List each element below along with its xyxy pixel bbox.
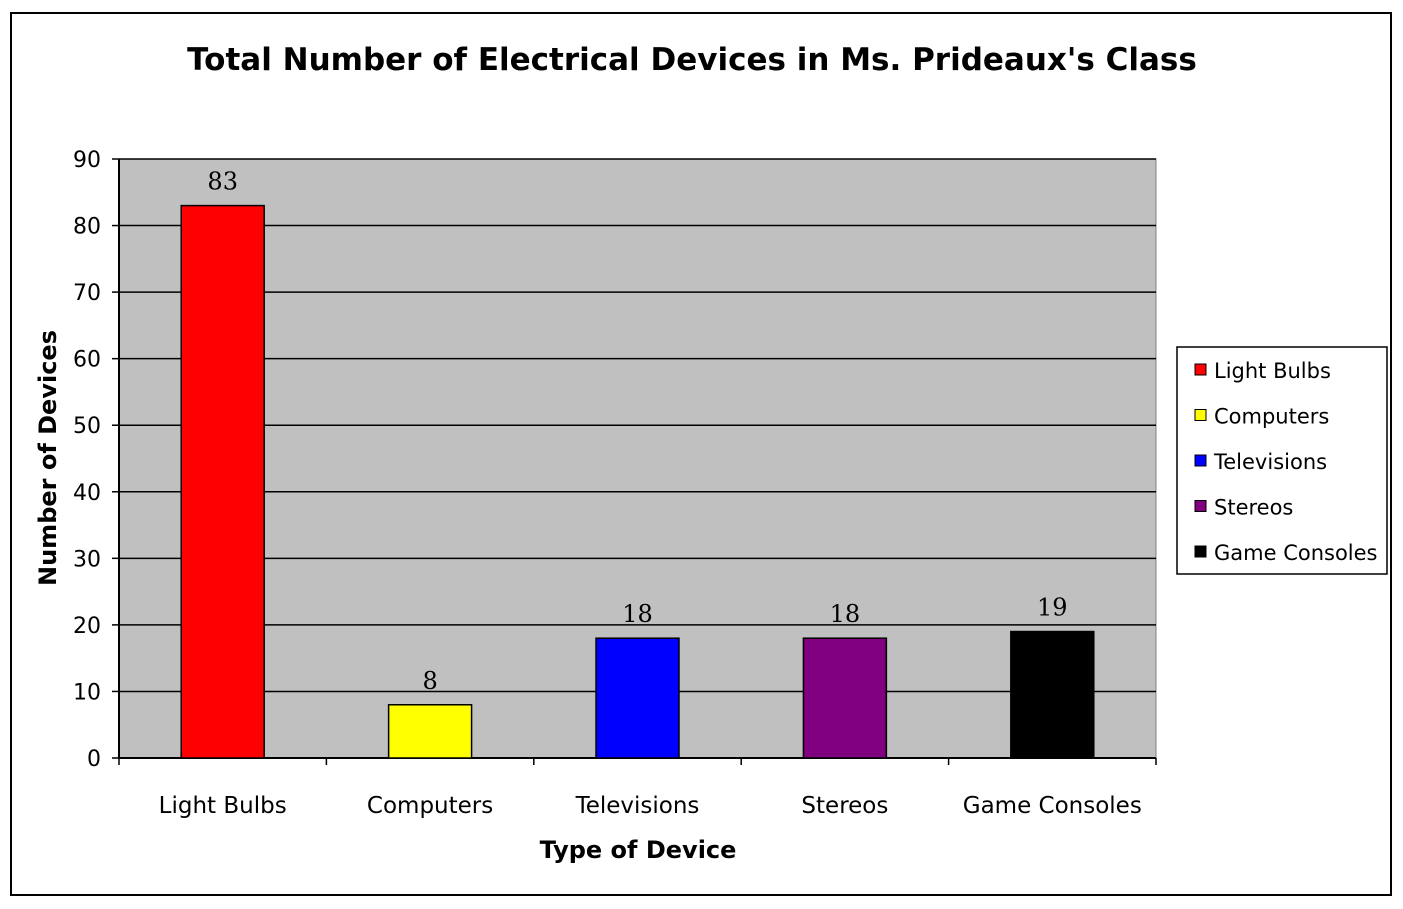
y-tick-label: 10 — [73, 680, 101, 705]
legend-label: Computers — [1214, 405, 1329, 429]
legend-swatch — [1194, 454, 1207, 467]
y-tick-label: 60 — [73, 348, 101, 373]
data-label: 18 — [830, 600, 861, 628]
data-label: 18 — [622, 600, 653, 628]
legend: Light Bulbs Computers Televisions Stereos Ga… — [1176, 346, 1388, 575]
bar-light-bulbs — [180, 204, 265, 759]
bar-stereos — [802, 637, 888, 759]
legend-label: Stereos — [1214, 496, 1293, 520]
data-label: 83 — [207, 168, 238, 196]
chart-title: Total Number of Electrical Devices in Ms… — [187, 42, 1197, 78]
bar-televisions — [595, 637, 680, 759]
x-axis-title: Type of Device — [540, 836, 737, 864]
x-tick-label: Computers — [367, 793, 493, 819]
legend-label: Game Consoles — [1214, 541, 1378, 565]
plot-area: 0 10 20 30 40 50 60 70 80 90 83 Light Bulbs 8 Compute… — [73, 148, 1157, 819]
y-tick-label: 30 — [73, 547, 101, 572]
y-tick-label: 0 — [87, 747, 101, 772]
data-label: 19 — [1037, 594, 1068, 622]
legend-label: Light Bulbs — [1214, 359, 1331, 383]
x-tick-label: Game Consoles — [963, 793, 1142, 819]
y-tick-label: 50 — [73, 414, 101, 439]
x-tick-label: Televisions — [575, 793, 700, 819]
y-tick-label: 70 — [73, 281, 101, 306]
x-tick-label: Light Bulbs — [159, 793, 287, 819]
bar-game-consoles — [1010, 630, 1095, 759]
y-tick-label: 20 — [73, 614, 101, 639]
y-tick-label: 40 — [73, 481, 101, 506]
legend-swatch — [1194, 409, 1207, 421]
legend-box — [1176, 346, 1388, 575]
y-tick-label: 80 — [73, 215, 101, 240]
legend-swatch — [1194, 363, 1207, 376]
y-axis-title: Number of Devices — [34, 330, 62, 586]
legend-label: Televisions — [1213, 450, 1327, 474]
x-tick-label: Stereos — [801, 793, 888, 819]
legend-swatch — [1194, 500, 1207, 512]
legend-swatch — [1194, 545, 1207, 558]
bar-computers — [387, 704, 473, 759]
y-tick-label: 90 — [73, 148, 101, 173]
data-label: 8 — [422, 667, 437, 695]
